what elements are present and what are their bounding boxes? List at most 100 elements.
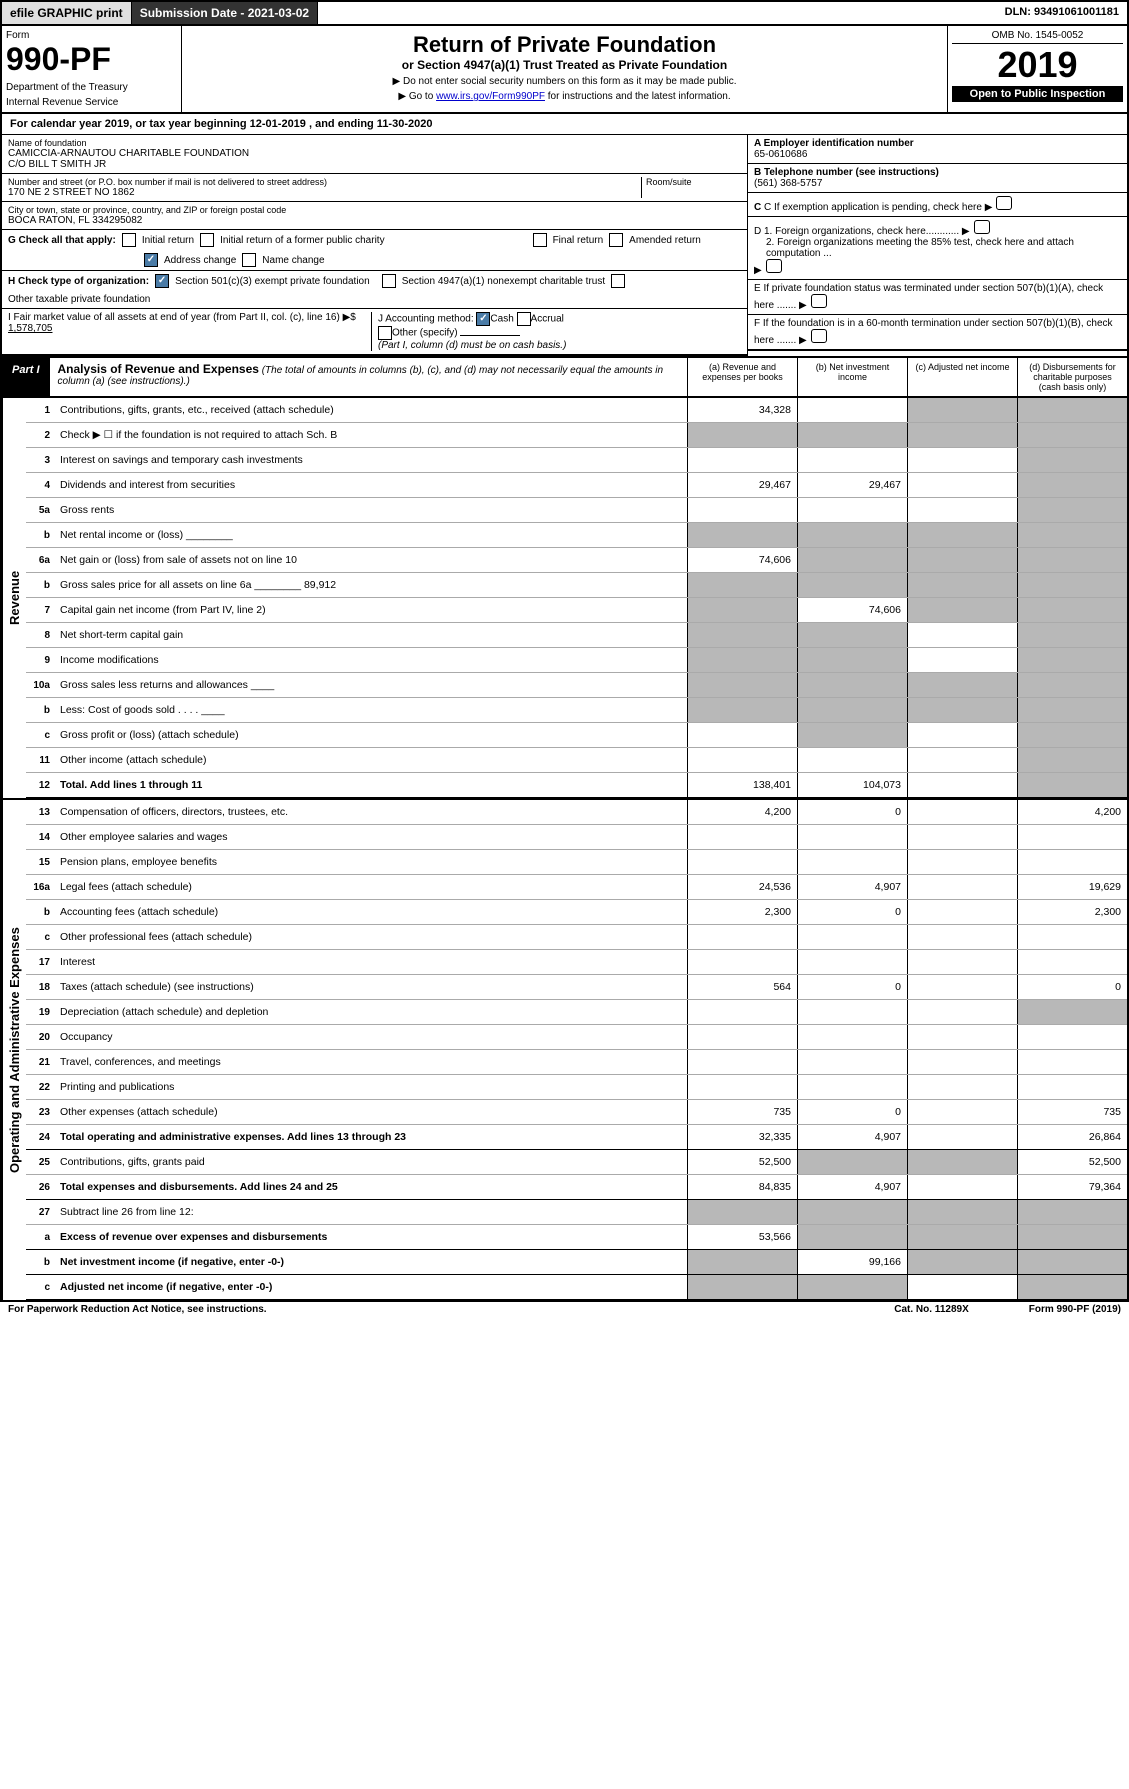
- check-accrual[interactable]: [517, 312, 531, 326]
- line-num: c: [26, 1282, 56, 1293]
- check-name-change[interactable]: [242, 253, 256, 267]
- val-c: [907, 1175, 1017, 1199]
- h-label: H Check type of organization:: [8, 276, 149, 287]
- val-b: [797, 748, 907, 772]
- val-c: [907, 448, 1017, 472]
- opt-initial: Initial return: [142, 235, 194, 246]
- calendar-year-row: For calendar year 2019, or tax year begi…: [0, 114, 1129, 135]
- line-15: 15Pension plans, employee benefits: [26, 850, 1127, 875]
- line-desc: Interest on savings and temporary cash i…: [56, 452, 687, 468]
- line-desc: Legal fees (attach schedule): [56, 879, 687, 895]
- val-d: [1017, 925, 1127, 949]
- opt-accrual: Accrual: [531, 314, 564, 325]
- val-a: [687, 1250, 797, 1274]
- val-a: 84,835: [687, 1175, 797, 1199]
- line-desc: Pension plans, employee benefits: [56, 854, 687, 870]
- line-desc: Gross sales less returns and allowances …: [56, 677, 687, 693]
- check-final[interactable]: [533, 233, 547, 247]
- check-501c3[interactable]: [155, 274, 169, 288]
- efile-button[interactable]: efile GRAPHIC print: [2, 2, 132, 24]
- val-b: [797, 825, 907, 849]
- val-c: [907, 698, 1017, 722]
- line-desc: Depreciation (attach schedule) and deple…: [56, 1004, 687, 1020]
- care-of: C/O BILL T SMITH JR: [8, 159, 741, 170]
- line-desc: Gross rents: [56, 502, 687, 518]
- d1-checkbox[interactable]: [974, 220, 990, 234]
- line-num: 14: [26, 832, 56, 843]
- val-b: [797, 925, 907, 949]
- val-a: 4,200: [687, 800, 797, 824]
- line-num: c: [26, 730, 56, 741]
- val-b: [797, 850, 907, 874]
- val-b: 0: [797, 975, 907, 999]
- check-initial-return[interactable]: [122, 233, 136, 247]
- val-d: 52,500: [1017, 1150, 1127, 1174]
- line-desc: Other employee salaries and wages: [56, 829, 687, 845]
- line-19: 19Depreciation (attach schedule) and dep…: [26, 1000, 1127, 1025]
- line-num: a: [26, 1232, 56, 1243]
- line-27: 27Subtract line 26 from line 12:: [26, 1200, 1127, 1225]
- line-14: 14Other employee salaries and wages: [26, 825, 1127, 850]
- val-b: [797, 1050, 907, 1074]
- check-initial-former[interactable]: [200, 233, 214, 247]
- line-9: 9Income modifications: [26, 648, 1127, 673]
- check-other-taxable[interactable]: [611, 274, 625, 288]
- check-address-change[interactable]: [144, 253, 158, 267]
- line-desc: Taxes (attach schedule) (see instruction…: [56, 979, 687, 995]
- line-desc: Net gain or (loss) from sale of assets n…: [56, 552, 687, 568]
- val-d: 0: [1017, 975, 1127, 999]
- check-cash[interactable]: [476, 312, 490, 326]
- d2-checkbox[interactable]: [766, 259, 782, 273]
- line-desc: Compensation of officers, directors, tru…: [56, 804, 687, 820]
- val-b: [797, 1150, 907, 1174]
- line-num: 4: [26, 480, 56, 491]
- addr-label: Number and street (or P.O. box number if…: [8, 177, 641, 187]
- street-address: 170 NE 2 STREET NO 1862: [8, 187, 641, 198]
- col-d-hdr: (d) Disbursements for charitable purpose…: [1017, 358, 1127, 396]
- val-d: [1017, 448, 1127, 472]
- line-18: 18Taxes (attach schedule) (see instructi…: [26, 975, 1127, 1000]
- val-a: [687, 1000, 797, 1024]
- val-d: [1017, 950, 1127, 974]
- val-a: [687, 698, 797, 722]
- line-a: aExcess of revenue over expenses and dis…: [26, 1225, 1127, 1250]
- check-4947[interactable]: [382, 274, 396, 288]
- line-desc: Total. Add lines 1 through 11: [56, 777, 687, 793]
- val-b: [797, 398, 907, 422]
- check-amended[interactable]: [609, 233, 623, 247]
- opt-4947: Section 4947(a)(1) nonexempt charitable …: [402, 276, 605, 287]
- val-d: [1017, 623, 1127, 647]
- val-b: 0: [797, 900, 907, 924]
- opt-cash: Cash: [490, 314, 513, 325]
- opt-initial-former: Initial return of a former public charit…: [220, 235, 385, 246]
- val-b: [797, 648, 907, 672]
- check-other-method[interactable]: [378, 326, 392, 340]
- line-17: 17Interest: [26, 950, 1127, 975]
- dept-irs: Internal Revenue Service: [6, 97, 177, 108]
- val-d: [1017, 1075, 1127, 1099]
- line-7: 7Capital gain net income (from Part IV, …: [26, 598, 1127, 623]
- col-c-hdr: (c) Adjusted net income: [907, 358, 1017, 396]
- d1-text: D 1. Foreign organizations, check here..…: [754, 226, 959, 237]
- line-3: 3Interest on savings and temporary cash …: [26, 448, 1127, 473]
- line-num: 26: [26, 1182, 56, 1193]
- val-a: [687, 423, 797, 447]
- e-checkbox[interactable]: [811, 294, 827, 308]
- val-c: [907, 623, 1017, 647]
- val-b: [797, 1025, 907, 1049]
- line-num: 9: [26, 655, 56, 666]
- line-b: bNet rental income or (loss) ________: [26, 523, 1127, 548]
- name-label: Name of foundation: [8, 138, 741, 148]
- c-checkbox[interactable]: [996, 196, 1012, 210]
- foundation-name: CAMICCIA-ARNAUTOU CHARITABLE FOUNDATION: [8, 148, 741, 159]
- f-checkbox[interactable]: [811, 329, 827, 343]
- val-c: [907, 673, 1017, 697]
- line-desc: Accounting fees (attach schedule): [56, 904, 687, 920]
- instr-post: for instructions and the latest informat…: [545, 91, 731, 102]
- line-desc: Contributions, gifts, grants paid: [56, 1154, 687, 1170]
- irs-link[interactable]: www.irs.gov/Form990PF: [436, 91, 545, 102]
- line-c: cGross profit or (loss) (attach schedule…: [26, 723, 1127, 748]
- line-num: 2: [26, 430, 56, 441]
- ein-label: A Employer identification number: [754, 138, 914, 149]
- val-a: [687, 1050, 797, 1074]
